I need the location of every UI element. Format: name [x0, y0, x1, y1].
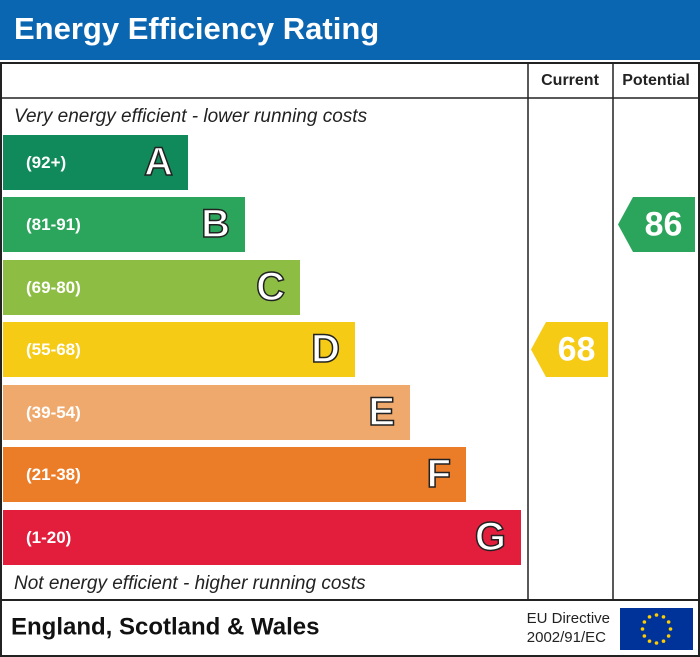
band-letter: C [256, 265, 285, 309]
rating-arrow [531, 322, 608, 377]
rating-value: 86 [645, 205, 683, 243]
band-bar [3, 322, 355, 377]
frame [0, 62, 700, 657]
rating-arrow [618, 197, 695, 252]
band-letter: A [144, 140, 173, 184]
band-letter: D [311, 327, 340, 371]
directive: EU Directive [527, 610, 610, 627]
eu-stars [640, 613, 673, 645]
band-range: (55-68) [26, 340, 81, 359]
eu-star [654, 613, 659, 617]
band-letter: G [475, 515, 506, 559]
band-bar [3, 135, 188, 190]
band-bar [3, 197, 245, 252]
eu-star [654, 641, 659, 645]
eu-star [640, 627, 645, 631]
title-bar [0, 0, 700, 60]
rating-value: 68 [558, 330, 596, 368]
note: Not energy efficient - higher running co… [14, 573, 366, 594]
band-range: (21-38) [26, 465, 81, 484]
band-bar [3, 260, 300, 315]
band-range: (81-91) [26, 215, 81, 234]
column-header: Current [541, 72, 599, 89]
band-range: (39-54) [26, 403, 81, 422]
directive: 2002/91/EC [527, 629, 606, 646]
eu-star [647, 639, 652, 643]
band-range: (1-20) [26, 528, 71, 547]
band-letter: F [427, 452, 451, 496]
band-bar [3, 510, 521, 565]
column-header: Potential [622, 72, 690, 89]
eu-star [661, 639, 666, 643]
eu-star [666, 634, 671, 638]
region: England, Scotland & Wales [11, 613, 319, 640]
title: Energy Efficiency Rating [14, 11, 379, 46]
band-bar [3, 385, 410, 440]
eu-star [642, 620, 647, 624]
eu-star [642, 634, 647, 638]
band-letter: B [201, 202, 230, 246]
eu-star [647, 615, 652, 619]
eu-star [668, 627, 673, 631]
band-range: (69-80) [26, 278, 81, 297]
band-bar [3, 447, 466, 502]
eu-star [661, 615, 666, 619]
eu-star [666, 620, 671, 624]
band-range: (92+) [26, 153, 66, 172]
band-letter: E [368, 390, 395, 434]
note: Very energy efficient - lower running co… [14, 106, 368, 127]
